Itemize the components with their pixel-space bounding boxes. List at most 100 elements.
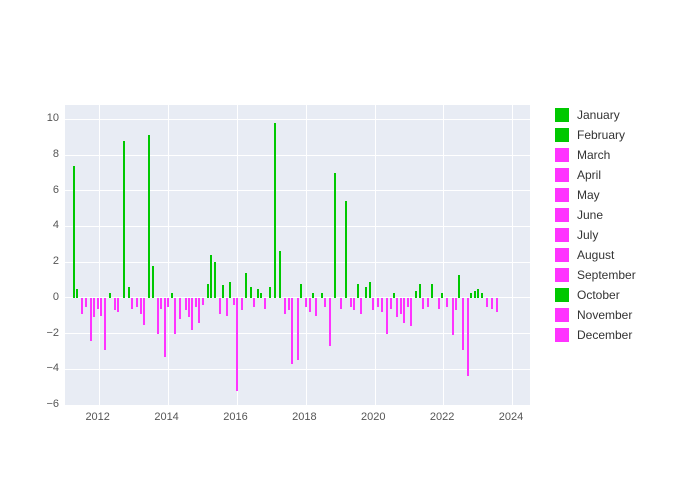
- bar: [143, 298, 145, 325]
- bar: [253, 298, 255, 307]
- grid-line-y: [65, 190, 530, 191]
- bar: [136, 298, 138, 307]
- grid-line-y: [65, 119, 530, 120]
- bar: [419, 284, 421, 298]
- bar: [369, 282, 371, 298]
- bar: [284, 298, 286, 314]
- legend-item: December: [555, 328, 636, 342]
- legend-item: February: [555, 128, 636, 142]
- bar: [85, 298, 87, 307]
- legend-swatch: [555, 328, 569, 342]
- legend-swatch: [555, 248, 569, 262]
- y-tick-label: −6: [46, 398, 59, 410]
- bar: [321, 293, 323, 298]
- y-tick-label: 0: [53, 291, 59, 303]
- x-tick-label: 2020: [361, 411, 385, 423]
- bar: [90, 298, 92, 341]
- bar: [312, 293, 314, 298]
- bar: [334, 173, 336, 298]
- bar: [195, 298, 197, 307]
- legend-label: February: [577, 128, 625, 142]
- bar: [315, 298, 317, 316]
- bar: [264, 298, 266, 309]
- bar: [481, 293, 483, 298]
- bar: [191, 298, 193, 330]
- bar: [491, 298, 493, 309]
- legend-item: April: [555, 168, 636, 182]
- bar: [309, 298, 311, 312]
- bar: [140, 298, 142, 314]
- bar: [324, 298, 326, 307]
- legend-swatch: [555, 308, 569, 322]
- bar: [219, 298, 221, 314]
- legend-swatch: [555, 108, 569, 122]
- chart-container: January February March April May June July Augu…: [0, 0, 700, 500]
- legend-label: November: [577, 308, 632, 322]
- bar: [393, 293, 395, 298]
- bar: [390, 298, 392, 309]
- grid-line-y: [65, 262, 530, 263]
- bar: [353, 298, 355, 311]
- legend-swatch: [555, 208, 569, 222]
- bar: [441, 293, 443, 298]
- bar: [179, 298, 181, 319]
- bar: [438, 298, 440, 309]
- x-tick-label: 2016: [223, 411, 247, 423]
- bar: [76, 289, 78, 298]
- x-tick-label: 2014: [154, 411, 178, 423]
- bar: [117, 298, 119, 312]
- bar: [452, 298, 454, 336]
- x-tick-label: 2022: [430, 411, 454, 423]
- bar: [350, 298, 352, 307]
- bar: [305, 298, 307, 307]
- x-tick-label: 2018: [292, 411, 316, 423]
- legend-item: September: [555, 268, 636, 282]
- y-tick-label: −2: [46, 327, 59, 339]
- bar: [377, 298, 379, 307]
- y-tick-label: 2: [53, 255, 59, 267]
- bar: [297, 298, 299, 361]
- legend-swatch: [555, 168, 569, 182]
- bar: [291, 298, 293, 364]
- x-tick-label: 2024: [499, 411, 523, 423]
- bar: [474, 291, 476, 298]
- bar: [93, 298, 95, 318]
- bar: [446, 298, 448, 307]
- legend-item: August: [555, 248, 636, 262]
- grid-line-y: [65, 405, 530, 406]
- legend-swatch: [555, 268, 569, 282]
- bar: [462, 298, 464, 350]
- y-tick-label: −4: [46, 362, 59, 374]
- bar: [188, 298, 190, 318]
- legend-label: September: [577, 268, 636, 282]
- legend-item: October: [555, 288, 636, 302]
- legend-item: January: [555, 108, 636, 122]
- legend-label: January: [577, 108, 620, 122]
- grid-line-x: [168, 105, 169, 405]
- legend-label: June: [577, 208, 603, 222]
- bar: [73, 166, 75, 298]
- bar: [233, 298, 235, 305]
- bar: [104, 298, 106, 350]
- legend-label: July: [577, 228, 598, 242]
- legend-item: May: [555, 188, 636, 202]
- bar: [386, 298, 388, 334]
- bar: [260, 293, 262, 298]
- bar: [470, 293, 472, 298]
- legend-label: March: [577, 148, 610, 162]
- bar: [365, 287, 367, 298]
- bar: [81, 298, 83, 314]
- bar: [148, 135, 150, 298]
- legend-swatch: [555, 288, 569, 302]
- bar: [210, 255, 212, 298]
- bar: [171, 293, 173, 298]
- grid-line-y: [65, 369, 530, 370]
- bar: [236, 298, 238, 391]
- bar: [222, 285, 224, 298]
- legend-label: May: [577, 188, 600, 202]
- bar: [340, 298, 342, 309]
- grid-line-x: [306, 105, 307, 405]
- bar: [279, 251, 281, 297]
- legend-swatch: [555, 128, 569, 142]
- bar: [207, 284, 209, 297]
